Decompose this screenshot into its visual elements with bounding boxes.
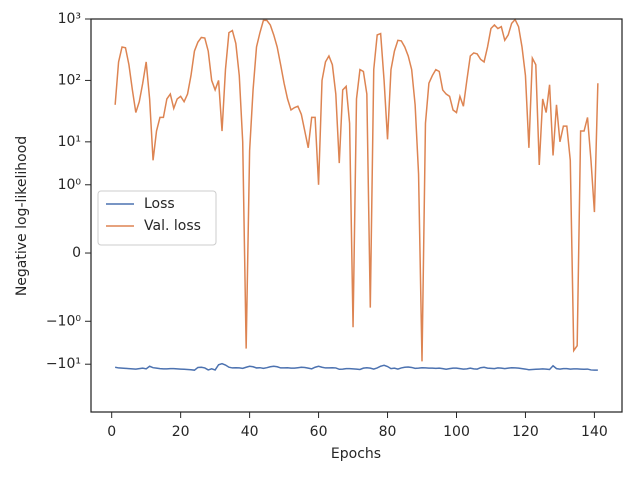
y-tick-label: 10⁰	[58, 177, 82, 193]
x-tick-label: 100	[443, 424, 470, 440]
x-tick-label: 20	[172, 424, 190, 440]
legend-label: Loss	[144, 196, 175, 212]
x-axis-label: Epochs	[331, 446, 381, 462]
legend-label: Val. loss	[144, 218, 201, 234]
y-tick-label: 10¹	[58, 134, 81, 150]
x-tick-label: 0	[107, 424, 116, 440]
y-tick-label: 0	[72, 245, 81, 261]
y-tick-label: −10¹	[46, 356, 81, 372]
axes-frame	[90, 18, 623, 413]
x-tick-label: 60	[310, 424, 328, 440]
y-tick-label: 10²	[58, 72, 81, 88]
legend: Loss Val. loss	[97, 190, 217, 246]
x-tick-label: 140	[581, 424, 608, 440]
y-axis-label: Negative log-likelihood	[14, 136, 30, 296]
y-tick-label: 10³	[58, 11, 81, 27]
y-tick-label: −10⁰	[46, 313, 82, 329]
series-line	[114, 362, 598, 371]
x-tick-label: 120	[512, 424, 539, 440]
x-tick-label: 40	[241, 424, 259, 440]
x-tick-label: 80	[379, 424, 397, 440]
series-line	[114, 18, 599, 362]
